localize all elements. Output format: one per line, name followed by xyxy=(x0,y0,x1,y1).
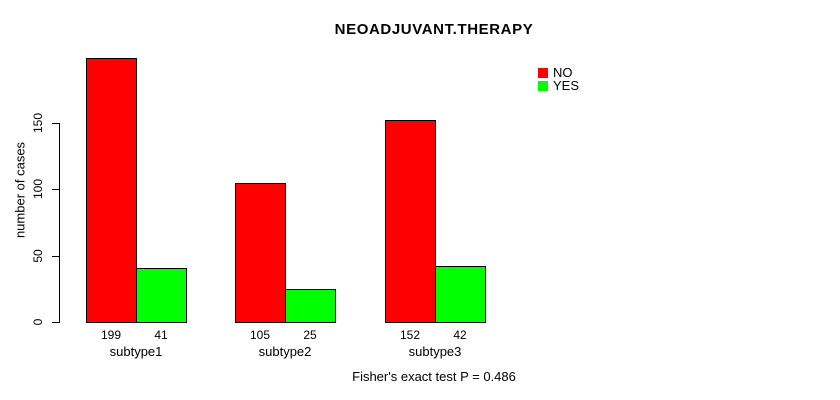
bar-count-label: 105 xyxy=(249,328,271,342)
bar-count-label: 152 xyxy=(399,328,421,342)
bar-count-label: 25 xyxy=(303,328,317,342)
y-tick-label: 0 xyxy=(31,318,45,326)
y-tick-mark xyxy=(52,322,59,323)
bar-no-subtype3 xyxy=(385,120,436,323)
y-axis-line xyxy=(59,123,60,323)
y-tick-mark xyxy=(52,123,59,124)
fisher-test-annotation: Fisher's exact test P = 0.486 xyxy=(352,369,516,384)
bar-no-subtype1 xyxy=(86,57,137,323)
bar-no-subtype2 xyxy=(235,182,286,323)
x-category-label-subtype2: subtype2 xyxy=(258,344,312,359)
x-category-label-subtype1: subtype1 xyxy=(109,344,163,359)
bar-yes-subtype2 xyxy=(285,288,336,323)
chart-title: NEOADJUVANT.THERAPY xyxy=(334,21,534,38)
bar-count-label: 41 xyxy=(154,328,168,342)
legend-row-no: NO xyxy=(538,65,573,80)
legend-label: YES xyxy=(553,78,580,93)
legend-label: NO xyxy=(553,65,573,80)
y-tick-label: 100 xyxy=(31,179,45,200)
y-tick-mark xyxy=(52,256,59,257)
bar-yes-subtype1 xyxy=(136,267,187,323)
bar-yes-subtype3 xyxy=(435,266,486,323)
x-category-label-subtype3: subtype3 xyxy=(408,344,462,359)
legend-swatch-yes xyxy=(538,80,548,91)
y-tick-label: 150 xyxy=(31,112,45,134)
y-tick-mark xyxy=(52,189,59,190)
y-axis-title: number of cases xyxy=(12,141,28,239)
legend-row-yes: YES xyxy=(538,78,580,93)
y-tick-label: 50 xyxy=(31,248,45,263)
legend-swatch-no xyxy=(538,67,548,78)
bar-count-label: 199 xyxy=(100,328,122,342)
bar-count-label: 42 xyxy=(453,328,467,342)
